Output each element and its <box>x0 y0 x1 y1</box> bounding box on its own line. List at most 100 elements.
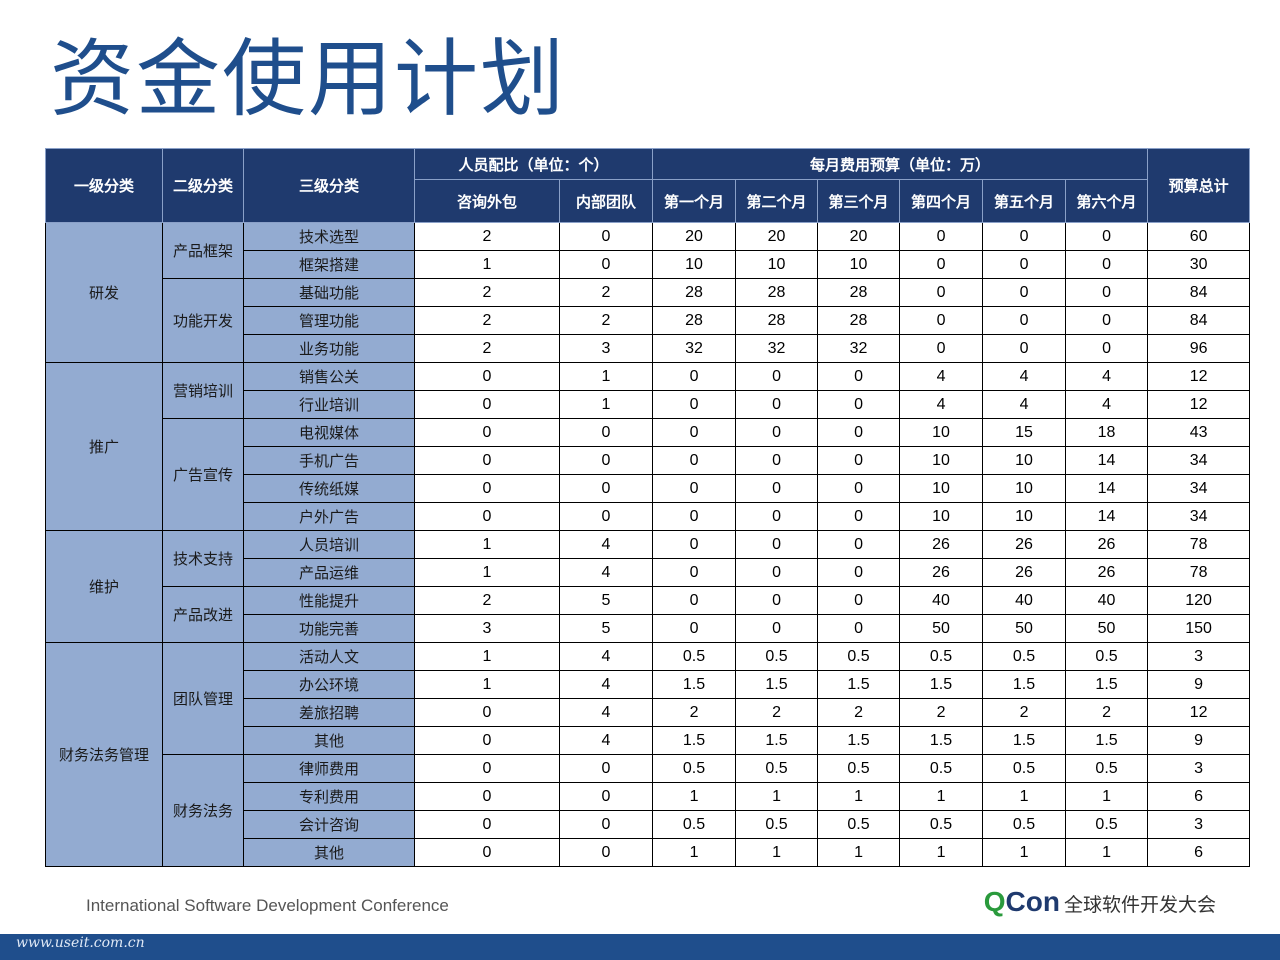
value-cell: 0 <box>735 390 819 419</box>
total-cell: 12 <box>1147 698 1251 727</box>
value-cell: 1.5 <box>817 726 901 755</box>
value-cell: 1 <box>982 838 1067 867</box>
value-cell: 10 <box>817 250 901 279</box>
category-level3: 销售公关 <box>243 362 415 391</box>
header-level1: 一级分类 <box>45 148 163 223</box>
category-level3: 电视媒体 <box>243 418 415 447</box>
value-cell: 0 <box>414 502 560 531</box>
value-cell: 0 <box>735 474 819 503</box>
value-cell: 4 <box>558 530 654 559</box>
value-cell: 0 <box>899 222 984 251</box>
category-level1: 财务法务管理 <box>45 642 163 867</box>
category-level1: 维护 <box>45 530 163 643</box>
value-cell: 0.5 <box>652 810 737 839</box>
value-cell: 4 <box>899 390 984 419</box>
value-cell: 15 <box>982 418 1067 447</box>
category-level3: 会计咨询 <box>243 810 415 839</box>
value-cell: 1 <box>1065 838 1149 867</box>
value-cell: 28 <box>652 306 737 335</box>
table-row: 其他 0 0 1 1 1 1 1 1 6 <box>46 838 1251 867</box>
value-cell: 0.5 <box>1065 642 1149 671</box>
total-cell: 9 <box>1147 670 1251 699</box>
total-cell: 78 <box>1147 558 1251 587</box>
category-level3: 活动人文 <box>243 642 415 671</box>
table-row: 广告宣传 电视媒体 0 0 0 0 0 10 15 18 43 <box>46 418 1251 531</box>
value-cell: 2 <box>414 222 560 251</box>
value-cell: 0 <box>817 390 901 419</box>
header-col: 第五个月 <box>982 179 1067 223</box>
value-cell: 10 <box>982 474 1067 503</box>
value-cell: 1.5 <box>982 726 1067 755</box>
value-cell: 26 <box>899 558 984 587</box>
header-col: 第三个月 <box>817 179 901 223</box>
value-cell: 0 <box>558 838 654 867</box>
value-cell: 20 <box>817 222 901 251</box>
category-level2: 技术支持 <box>162 530 244 587</box>
value-cell: 0.5 <box>899 810 984 839</box>
value-cell: 4 <box>1065 390 1149 419</box>
value-cell: 50 <box>982 614 1067 643</box>
table-row: 户外广告 0 0 0 0 0 10 10 14 34 <box>46 502 1251 531</box>
header-group-budget: 每月费用预算（单位：万） <box>652 148 1149 180</box>
value-cell: 0 <box>414 698 560 727</box>
header-level2: 二级分类 <box>162 148 244 223</box>
total-cell: 12 <box>1147 362 1251 391</box>
total-cell: 34 <box>1147 502 1251 531</box>
category-level3: 业务功能 <box>243 334 415 363</box>
category-level3: 性能提升 <box>243 586 415 615</box>
value-cell: 10 <box>899 446 984 475</box>
value-cell: 4 <box>982 390 1067 419</box>
header-col: 第四个月 <box>899 179 984 223</box>
value-cell: 32 <box>735 334 819 363</box>
value-cell: 26 <box>982 530 1067 559</box>
total-cell: 34 <box>1147 474 1251 503</box>
category-level3: 框架搭建 <box>243 250 415 279</box>
value-cell: 0 <box>817 474 901 503</box>
value-cell: 0 <box>652 614 737 643</box>
total-cell: 30 <box>1147 250 1251 279</box>
category-level2: 功能开发 <box>162 278 244 363</box>
total-cell: 84 <box>1147 278 1251 307</box>
value-cell: 0 <box>735 586 819 615</box>
value-cell: 20 <box>652 222 737 251</box>
table-row: 其他 0 4 1.5 1.5 1.5 1.5 1.5 1.5 9 <box>46 726 1251 755</box>
value-cell: 0 <box>558 222 654 251</box>
table-row: 研发 产品框架 技术选型 2 0 20 20 20 0 0 0 60 <box>45 222 1251 363</box>
table-row: 管理功能 2 2 28 28 28 0 0 0 84 <box>46 306 1251 335</box>
table-row: 产品运维 1 4 0 0 0 26 26 26 78 <box>46 558 1251 587</box>
value-cell: 0 <box>899 278 984 307</box>
table-row: 功能完善 3 5 0 0 0 50 50 50 150 <box>46 614 1251 643</box>
value-cell: 0 <box>817 530 901 559</box>
value-cell: 2 <box>414 306 560 335</box>
table-row: 产品改进 性能提升 2 5 0 0 0 40 40 40 120 <box>46 586 1251 643</box>
value-cell: 1.5 <box>899 726 984 755</box>
header-group-people: 人员配比（单位：个） <box>413 148 654 180</box>
value-cell: 0 <box>899 334 984 363</box>
value-cell: 26 <box>982 558 1067 587</box>
value-cell: 0 <box>414 390 560 419</box>
table-row: 推广 营销培训 销售公关 0 1 0 0 0 4 4 4 12 <box>45 362 1251 531</box>
total-cell: 3 <box>1147 642 1251 671</box>
value-cell: 28 <box>817 278 901 307</box>
category-level3: 户外广告 <box>243 502 415 531</box>
total-cell: 3 <box>1147 810 1251 839</box>
table-row: 办公环境 1 4 1.5 1.5 1.5 1.5 1.5 1.5 9 <box>46 670 1251 699</box>
value-cell: 0 <box>1065 334 1149 363</box>
value-cell: 2 <box>899 698 984 727</box>
value-cell: 0 <box>1065 222 1149 251</box>
value-cell: 0.5 <box>817 754 901 783</box>
header-col: 咨询外包 <box>414 179 560 223</box>
budget-table: 一级分类 二级分类 三级分类 人员配比（单位：个） 每月费用预算（单位：万） 预… <box>45 148 1251 867</box>
value-cell: 10 <box>735 250 819 279</box>
value-cell: 26 <box>1065 530 1149 559</box>
value-cell: 0 <box>414 782 560 811</box>
value-cell: 32 <box>817 334 901 363</box>
value-cell: 0 <box>414 418 560 447</box>
value-cell: 0 <box>735 530 819 559</box>
value-cell: 0 <box>652 362 737 391</box>
value-cell: 0 <box>817 362 901 391</box>
value-cell: 0 <box>735 446 819 475</box>
total-cell: 78 <box>1147 530 1251 559</box>
value-cell: 0 <box>414 754 560 783</box>
value-cell: 0 <box>735 502 819 531</box>
